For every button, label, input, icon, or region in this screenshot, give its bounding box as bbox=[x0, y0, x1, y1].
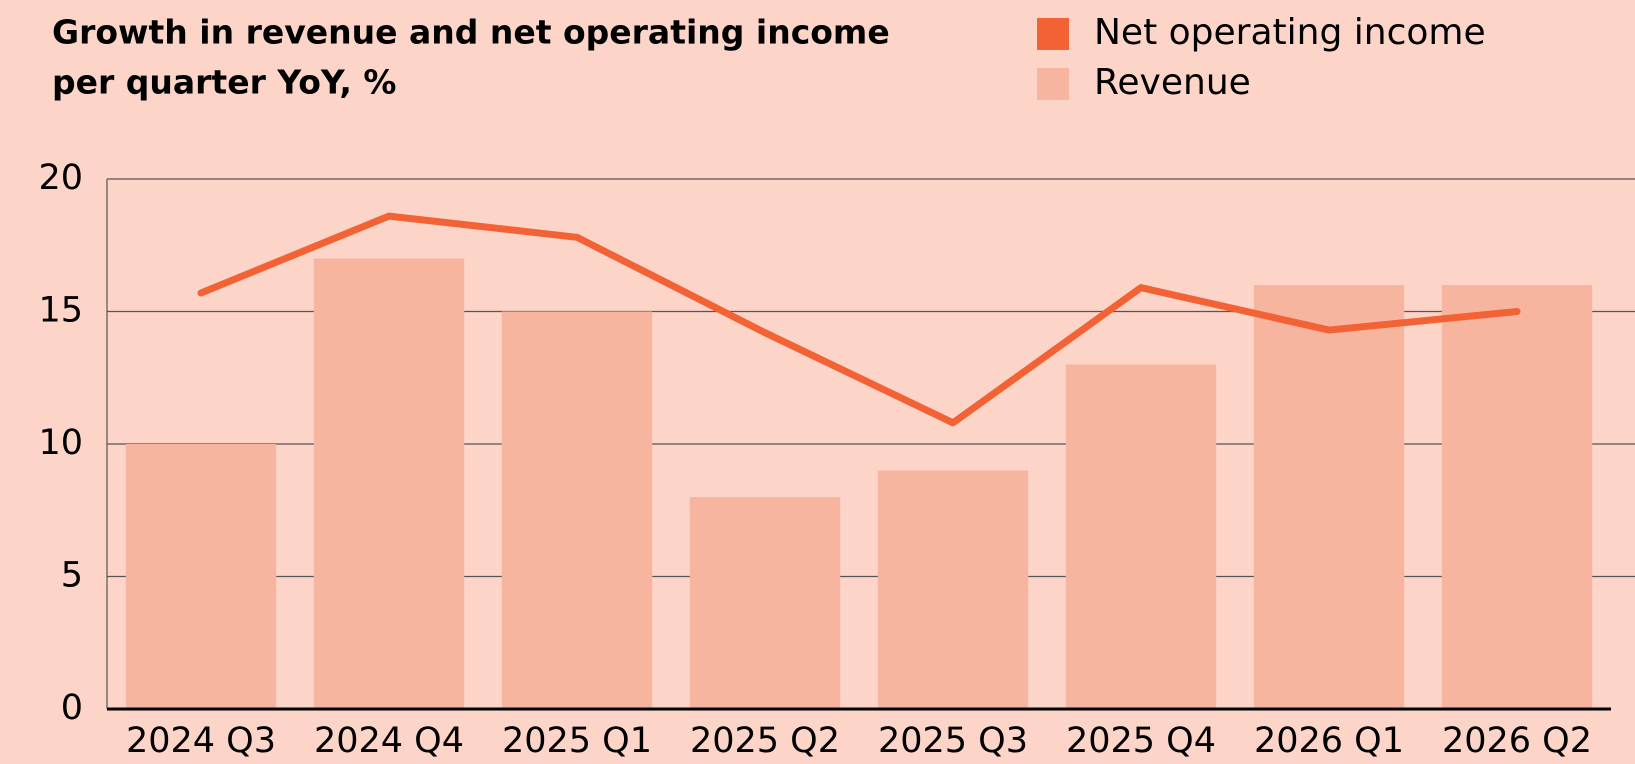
legend-label: Net operating income bbox=[1094, 12, 1486, 53]
y-tick-label: 20 bbox=[38, 158, 83, 198]
bar bbox=[501, 311, 653, 709]
bar bbox=[1253, 285, 1405, 709]
legend-label: Revenue bbox=[1094, 62, 1251, 103]
x-tick-label: 2025 Q4 bbox=[1066, 721, 1216, 761]
y-tick-label: 5 bbox=[61, 556, 83, 596]
x-tick-label: 2024 Q3 bbox=[126, 721, 276, 761]
x-tick-label: 2026 Q1 bbox=[1254, 721, 1404, 761]
x-tick-label: 2025 Q2 bbox=[690, 721, 840, 761]
x-tick-label: 2026 Q2 bbox=[1442, 721, 1592, 761]
bar bbox=[1065, 364, 1217, 709]
y-tick-label: 10 bbox=[38, 423, 83, 463]
bar bbox=[689, 497, 841, 709]
x-tick-label: 2024 Q4 bbox=[314, 721, 464, 761]
bar bbox=[1441, 285, 1593, 709]
legend-swatch bbox=[1037, 18, 1069, 50]
chart-title: Growth in revenue and net operating inco… bbox=[52, 13, 890, 52]
line bbox=[197, 212, 1521, 427]
chart-title: per quarter YoY, % bbox=[52, 63, 396, 102]
y-tick-label: 15 bbox=[38, 291, 83, 331]
y-tick-label: 0 bbox=[61, 688, 83, 728]
bar bbox=[125, 444, 277, 709]
bar bbox=[877, 470, 1029, 709]
x-tick-label: 2025 Q3 bbox=[878, 721, 1028, 761]
bar bbox=[313, 258, 465, 709]
x-tick-label: 2025 Q1 bbox=[502, 721, 652, 761]
legend-swatch bbox=[1037, 68, 1069, 100]
